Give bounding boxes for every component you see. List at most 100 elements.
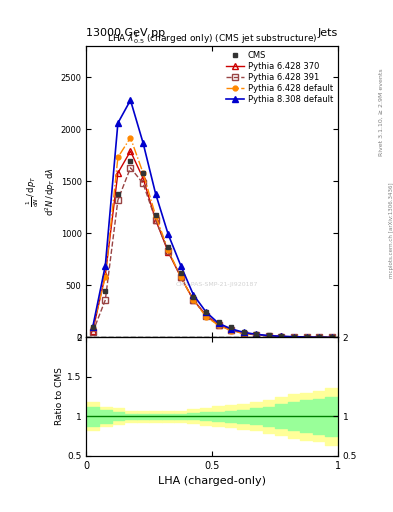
Pythia 6.428 default: [128, 135, 133, 141]
CMS: [141, 170, 145, 176]
Pythia 6.428 391: [292, 334, 296, 340]
Pythia 6.428 default: [317, 334, 321, 340]
CMS: [254, 331, 259, 337]
Pythia 6.428 default: [178, 274, 183, 280]
Pythia 6.428 370: [229, 327, 233, 333]
Pythia 6.428 391: [191, 297, 196, 303]
Pythia 6.428 default: [304, 334, 309, 340]
CMS: [266, 332, 271, 338]
Pythia 6.428 370: [241, 330, 246, 336]
Pythia 6.428 391: [216, 322, 221, 328]
Pythia 6.428 default: [116, 154, 120, 160]
CMS: [292, 333, 296, 339]
Pythia 6.428 default: [279, 333, 284, 339]
Pythia 6.428 391: [266, 333, 271, 339]
Pythia 6.428 default: [191, 297, 196, 303]
CMS: [103, 287, 108, 293]
Pythia 6.428 default: [90, 325, 95, 331]
Pythia 8.308 default: [266, 332, 271, 338]
Pythia 8.308 default: [279, 333, 284, 339]
Pythia 8.308 default: [116, 120, 120, 126]
Pythia 8.308 default: [166, 231, 171, 238]
Pythia 6.428 370: [279, 333, 284, 339]
Pythia 6.428 default: [141, 170, 145, 176]
Text: 13000 GeV pp: 13000 GeV pp: [86, 28, 165, 38]
Pythia 8.308 default: [141, 140, 145, 146]
Pythia 6.428 default: [266, 333, 271, 339]
CMS: [317, 334, 321, 340]
Pythia 6.428 370: [166, 249, 171, 255]
CMS: [153, 211, 158, 218]
X-axis label: LHA (charged-only): LHA (charged-only): [158, 476, 266, 486]
Title: LHA $\lambda^{1}_{0.5}$ (charged only) (CMS jet substructure): LHA $\lambda^{1}_{0.5}$ (charged only) (…: [107, 31, 318, 46]
Pythia 6.428 370: [141, 175, 145, 181]
Pythia 6.428 default: [292, 334, 296, 340]
Pythia 6.428 370: [304, 334, 309, 340]
Text: mcplots.cern.ch [arXiv:1306.3436]: mcplots.cern.ch [arXiv:1306.3436]: [389, 183, 393, 278]
Pythia 6.428 370: [90, 328, 95, 334]
Pythia 6.428 391: [241, 330, 246, 336]
Pythia 6.428 default: [229, 328, 233, 334]
Pythia 6.428 391: [141, 180, 145, 186]
Pythia 6.428 370: [266, 333, 271, 339]
Pythia 6.428 391: [279, 333, 284, 339]
Pythia 6.428 370: [103, 272, 108, 278]
Pythia 6.428 391: [329, 334, 334, 340]
Pythia 6.428 391: [304, 334, 309, 340]
Pythia 8.308 default: [128, 97, 133, 103]
Pythia 6.428 370: [153, 217, 158, 223]
Pythia 6.428 391: [90, 329, 95, 335]
CMS: [116, 191, 120, 197]
CMS: [329, 334, 334, 340]
Legend: CMS, Pythia 6.428 370, Pythia 6.428 391, Pythia 6.428 default, Pythia 8.308 defa: CMS, Pythia 6.428 370, Pythia 6.428 391,…: [223, 48, 336, 108]
Pythia 6.428 370: [178, 274, 183, 280]
Pythia 8.308 default: [191, 292, 196, 298]
Pythia 6.428 370: [128, 148, 133, 154]
CMS: [178, 270, 183, 276]
Pythia 6.428 370: [329, 334, 334, 340]
Pythia 6.428 370: [216, 322, 221, 328]
CMS: [191, 294, 196, 300]
Pythia 6.428 370: [317, 334, 321, 340]
CMS: [128, 157, 133, 163]
Pythia 8.308 default: [153, 191, 158, 197]
Pythia 6.428 default: [204, 313, 208, 319]
Pythia 8.308 default: [317, 334, 321, 340]
Pythia 6.428 default: [241, 331, 246, 337]
Pythia 8.308 default: [241, 329, 246, 335]
Pythia 6.428 391: [116, 197, 120, 203]
Pythia 6.428 391: [103, 297, 108, 303]
Y-axis label: $\frac{1}{\mathrm{d}N}\,/\,\mathrm{d}p_{T}$
$\mathrm{d}^{2}N\,/\,\mathrm{d}p_{T}: $\frac{1}{\mathrm{d}N}\,/\,\mathrm{d}p_{…: [25, 167, 58, 216]
Pythia 6.428 391: [128, 165, 133, 171]
Pythia 8.308 default: [90, 324, 95, 330]
CMS: [90, 324, 95, 330]
Pythia 8.308 default: [216, 320, 221, 326]
Text: Jets: Jets: [318, 28, 338, 38]
Pythia 8.308 default: [229, 326, 233, 332]
Pythia 6.428 391: [229, 327, 233, 333]
Pythia 8.308 default: [292, 334, 296, 340]
CMS: [204, 309, 208, 315]
Pythia 6.428 default: [153, 212, 158, 219]
Pythia 8.308 default: [103, 263, 108, 269]
Pythia 6.428 370: [116, 170, 120, 176]
Pythia 6.428 default: [216, 323, 221, 329]
CMS: [216, 319, 221, 325]
Pythia 8.308 default: [329, 334, 334, 340]
Pythia 6.428 370: [254, 332, 259, 338]
Pythia 6.428 default: [254, 332, 259, 338]
CMS: [166, 244, 171, 250]
Y-axis label: Ratio to CMS: Ratio to CMS: [55, 368, 64, 425]
CMS: [229, 325, 233, 331]
Pythia 6.428 391: [204, 312, 208, 318]
Line: Pythia 6.428 370: Pythia 6.428 370: [90, 148, 335, 340]
Pythia 6.428 391: [178, 274, 183, 280]
Text: Rivet 3.1.10, ≥ 2.9M events: Rivet 3.1.10, ≥ 2.9M events: [379, 69, 384, 157]
Text: CMS-PAS-SMP-21-JI920187: CMS-PAS-SMP-21-JI920187: [176, 283, 259, 287]
CMS: [304, 334, 309, 340]
Pythia 6.428 default: [329, 334, 334, 340]
Pythia 6.428 391: [317, 334, 321, 340]
Pythia 6.428 370: [191, 297, 196, 303]
Line: Pythia 6.428 default: Pythia 6.428 default: [90, 135, 334, 340]
CMS: [241, 329, 246, 335]
